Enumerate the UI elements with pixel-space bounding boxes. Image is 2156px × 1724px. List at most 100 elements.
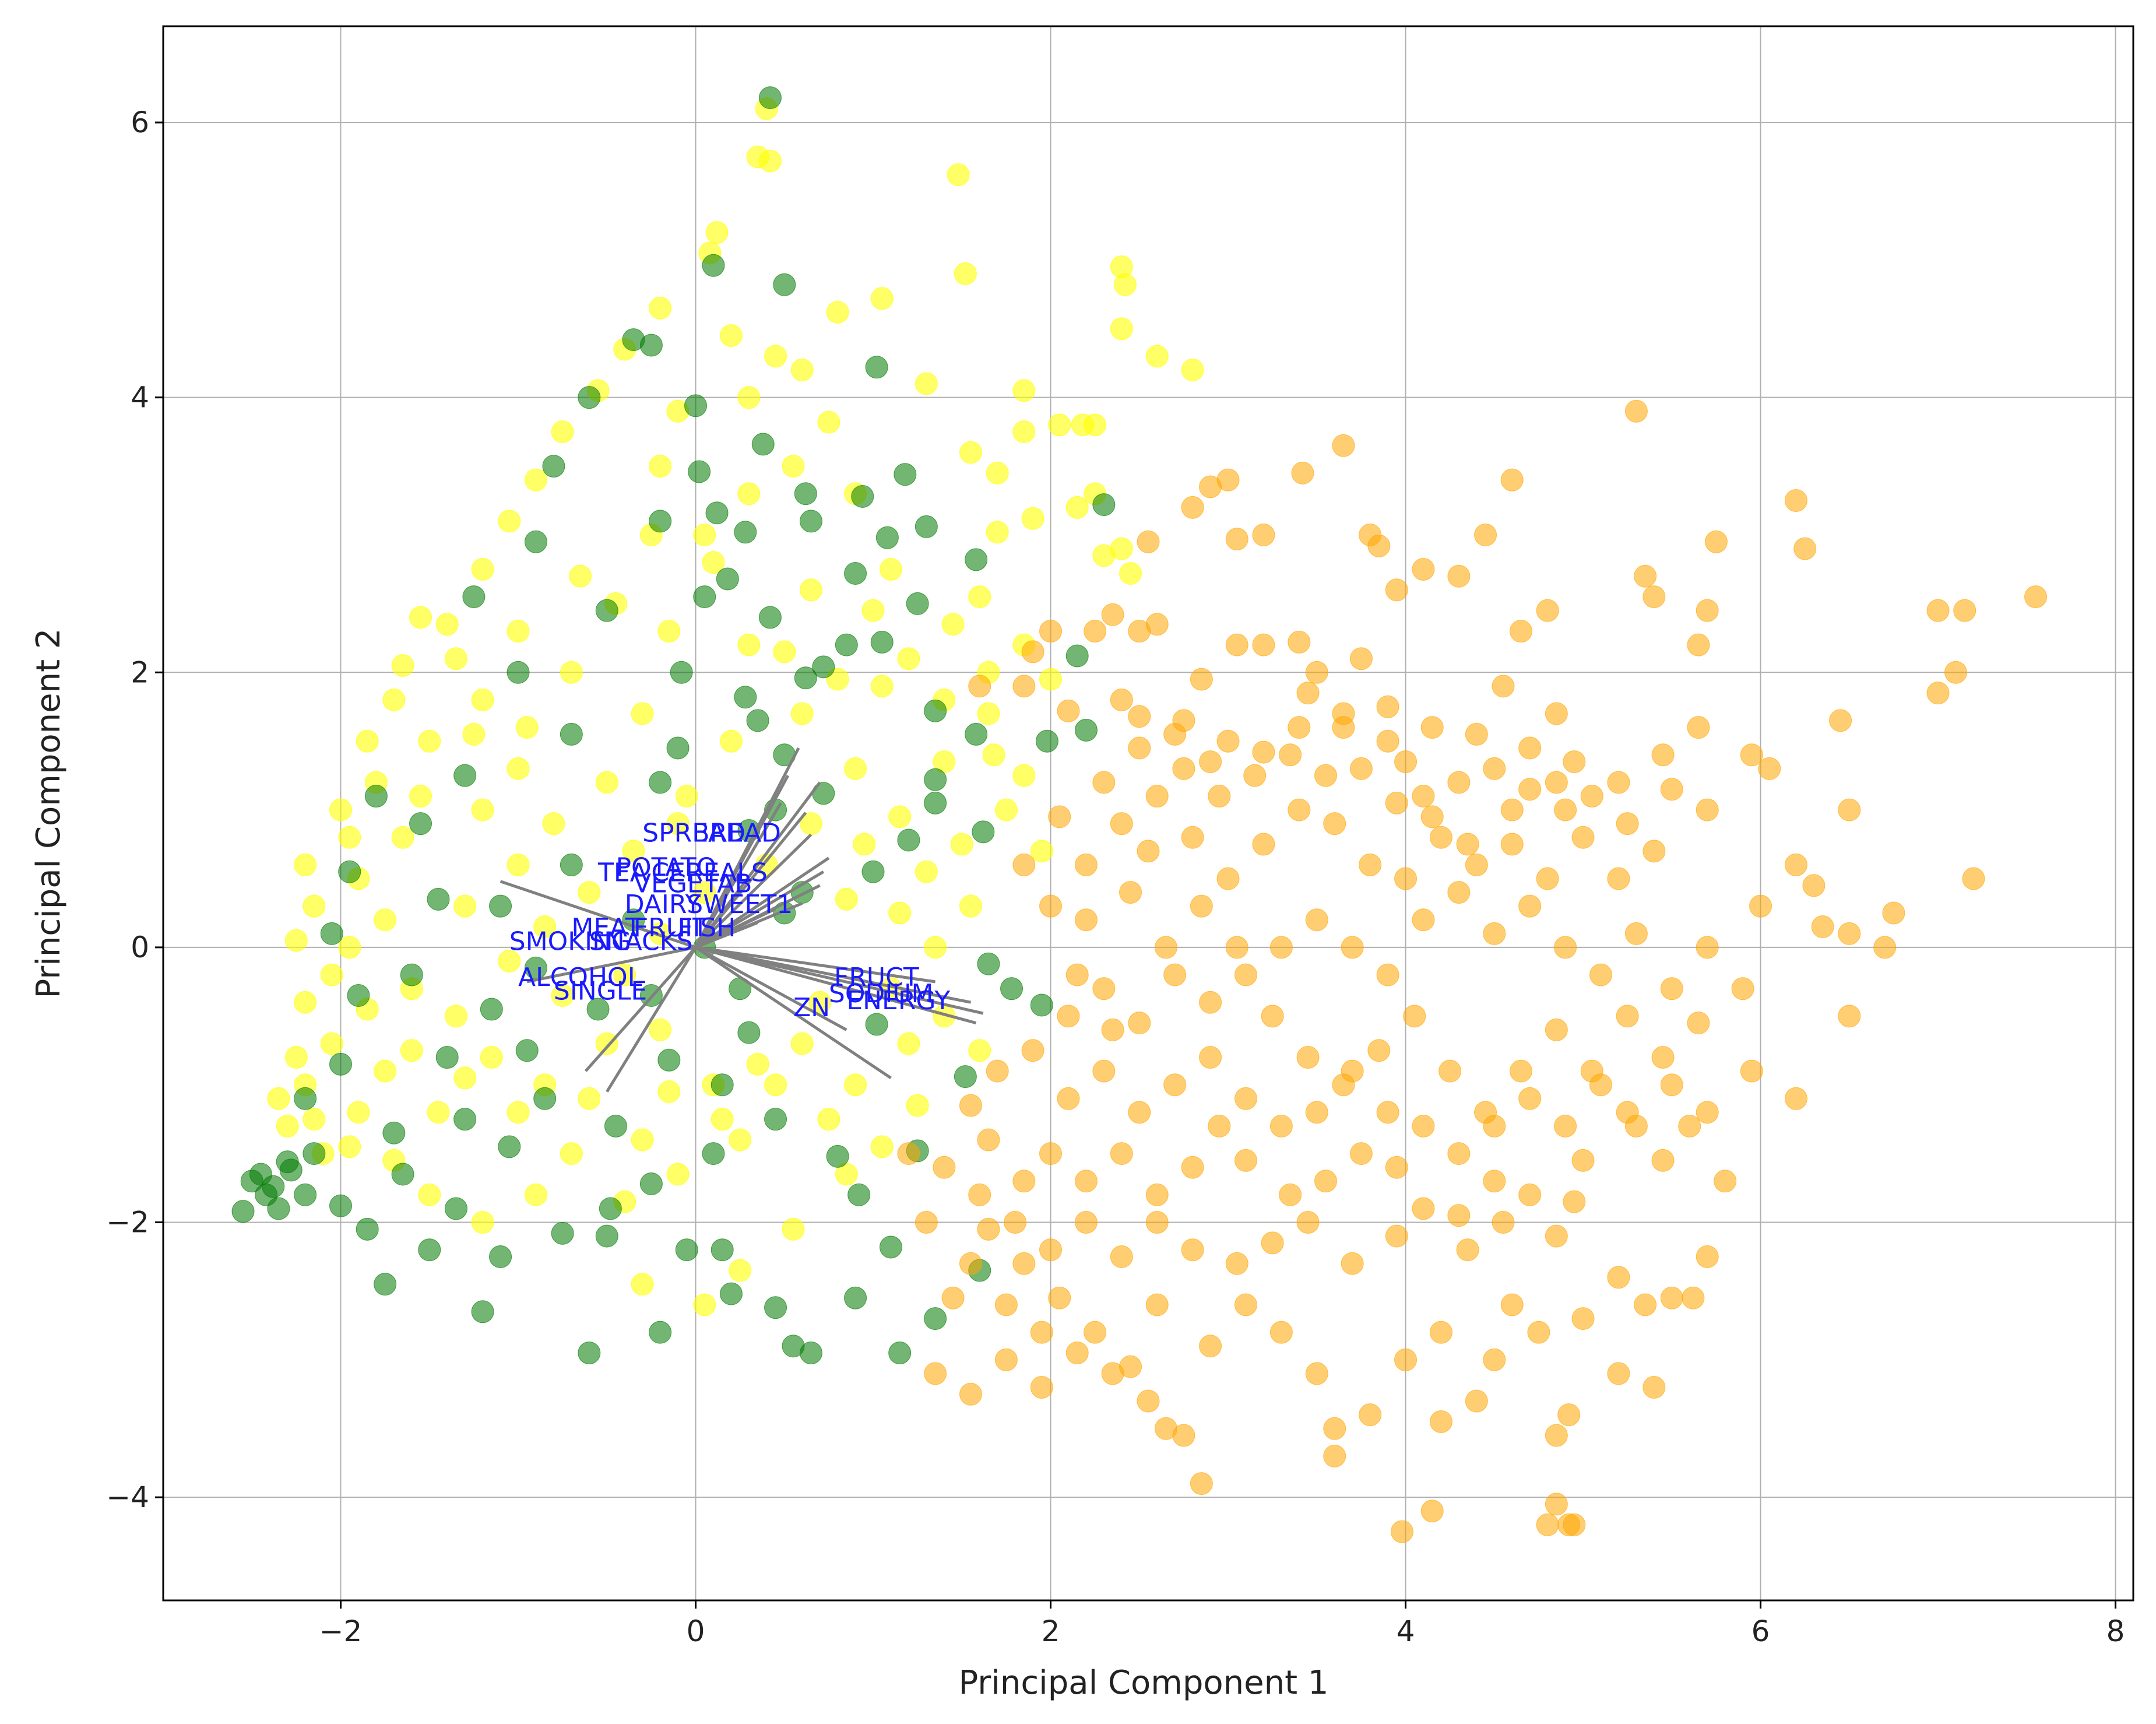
data-point [649,510,672,533]
data-point [338,936,361,959]
data-point [835,633,858,656]
data-point [391,826,414,849]
data-point [471,798,494,821]
data-point [1234,963,1257,986]
data-point [906,1094,929,1117]
data-point [705,501,729,525]
data-point [1811,915,1834,939]
data-point [666,736,690,760]
data-point [1305,661,1328,684]
data-point [453,764,477,787]
data-point [400,963,423,986]
data-point [1074,853,1098,876]
data-point [507,661,530,684]
data-point [657,1048,681,1072]
data-point [1057,699,1080,722]
loading-arrow [694,833,813,949]
data-point [1784,489,1807,512]
data-point [1119,562,1142,585]
data-point [933,1156,956,1179]
data-point [773,273,796,296]
data-point [977,702,1000,725]
data-point [734,686,757,709]
data-point [542,455,565,478]
data-point [560,853,583,876]
data-point [347,1101,370,1124]
data-point [1305,1101,1328,1124]
plot-frame [162,25,2134,1602]
data-point [1199,1046,1222,1069]
plot-area [163,26,2133,1600]
data-point [639,333,663,357]
data-point [657,620,681,643]
data-point [977,952,1000,975]
data-point [444,1197,467,1220]
data-point [1314,764,1338,787]
data-point [1643,1375,1666,1399]
data-point [1784,853,1807,876]
data-point [1269,1321,1293,1344]
data-point [453,1108,477,1131]
data-point [1412,1114,1435,1137]
data-point [924,1307,947,1330]
data-point [1420,1500,1444,1523]
data-point [782,455,805,478]
data-point [941,613,965,636]
data-point [1696,1101,1719,1124]
data-point [716,567,739,591]
data-point [675,1238,698,1262]
data-point [1030,1321,1053,1344]
data-point [578,386,601,409]
data-point [826,1144,849,1168]
data-point [851,484,874,508]
data-point [1039,1142,1063,1165]
loading-arrow [606,946,697,1093]
data-point [1092,493,1116,517]
data-point [382,688,406,711]
data-point [542,812,565,835]
loading-arrow [526,946,697,984]
data-point [1291,461,1314,484]
data-point [2024,585,2048,609]
data-point [870,287,894,310]
data-point [965,548,988,571]
data-point [1181,496,1204,519]
data-point [888,805,912,828]
data-point [1438,1059,1462,1083]
data-point [965,722,988,746]
data-point [1696,936,1719,959]
data-point [480,998,503,1021]
data-point [888,1342,912,1365]
data-point [1145,1211,1169,1234]
data-point [1110,688,1133,711]
data-point [427,887,450,911]
data-point [1074,1211,1098,1234]
data-point [1687,716,1710,739]
data-point [338,860,361,883]
variable-label: SNACKS [589,927,693,957]
data-point [1447,1142,1471,1165]
data-point [1962,867,1985,890]
data-point [693,881,716,904]
data-point [1288,630,1311,654]
data-point [444,647,467,670]
data-point [471,1211,494,1234]
data-point [1624,922,1648,945]
y-axis-label: Principal Component 2 [30,628,68,999]
data-point [303,894,326,918]
data-point [1057,1005,1080,1028]
loading-arrow [500,880,697,949]
data-point [1554,1114,1577,1137]
data-point [1589,963,1612,986]
data-point [1554,936,1577,959]
data-point [1607,1362,1630,1385]
data-point [1084,413,1107,437]
data-point [356,729,379,753]
data-point [489,894,512,918]
data-point [790,702,814,725]
data-point [705,221,729,244]
data-point [693,1293,716,1316]
data-point [1412,908,1435,932]
data-point [418,729,441,753]
data-point [1483,1114,1506,1137]
